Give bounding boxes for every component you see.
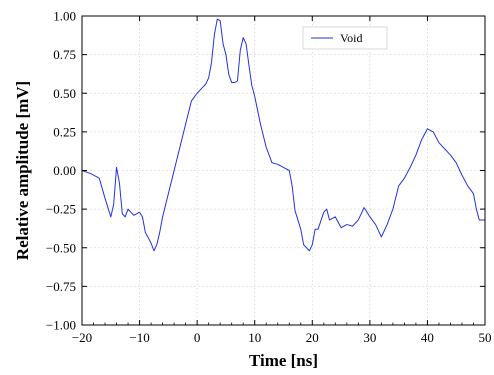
legend-box	[302, 26, 388, 50]
y-tick-label: 0.50	[53, 86, 76, 101]
y-tick-label: −1.00	[46, 318, 76, 333]
axis-ticks: −20 −10 0 10 20 30 40 50 −1.00 −0.75 −0.50 −0.25 0.0…	[46, 9, 492, 346]
legend-label-void: Void	[340, 31, 362, 45]
series-layer	[81, 18, 485, 252]
x-tick-label: 0	[194, 330, 201, 345]
x-tick-label: 30	[363, 330, 376, 345]
y-tick-label: 0.25	[53, 124, 76, 139]
series-line-void	[81, 18, 485, 252]
x-axis-title: Time [ns]	[249, 351, 318, 370]
x-tick-label: 50	[479, 330, 492, 345]
legend: Void	[302, 26, 388, 50]
x-tick-label: 40	[421, 330, 434, 345]
y-tick-label: 0.00	[53, 163, 76, 178]
x-tick-label: −10	[129, 330, 149, 345]
y-tick-label: −0.75	[46, 279, 76, 294]
x-tick-label: 10	[248, 330, 261, 345]
x-tick-label: 20	[306, 330, 319, 345]
y-tick-label: 0.75	[53, 47, 76, 62]
x-tick-label: −20	[72, 330, 92, 345]
y-tick-label: −0.25	[46, 202, 76, 217]
y-tick-label: −0.50	[46, 240, 76, 255]
grid-lines	[82, 16, 485, 325]
y-tick-label: 1.00	[53, 9, 76, 24]
y-axis-title: Relative amplitude [mV]	[13, 81, 32, 260]
